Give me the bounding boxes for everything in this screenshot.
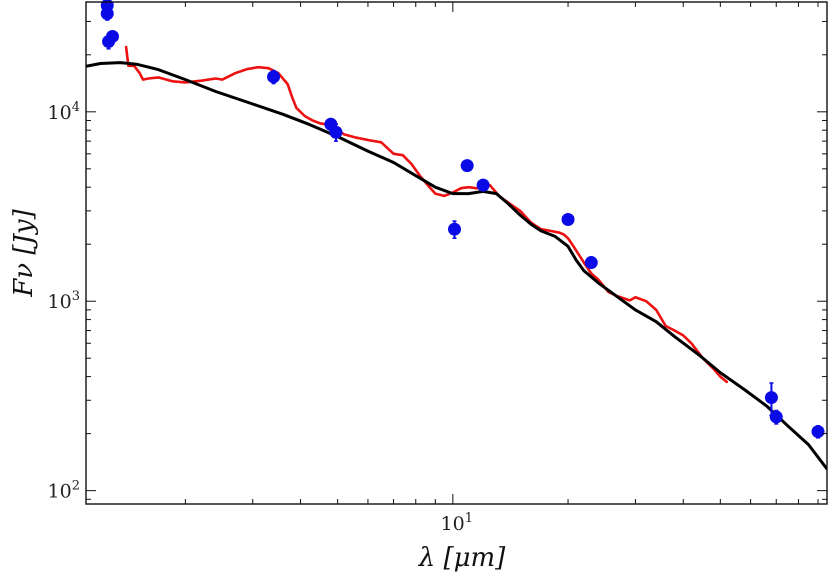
data-point-14	[811, 425, 825, 439]
y-axis-label: Fν [Jy]	[9, 208, 39, 297]
model-line	[86, 61, 827, 471]
ticks-layer: 101 102 103 104	[48, 2, 827, 535]
data-point-7	[447, 222, 461, 236]
y-tick-label-1: 103	[48, 289, 80, 313]
series-layer	[86, 45, 827, 471]
x-axis-label: λ [μm]	[418, 543, 506, 573]
y-tick-label-2: 104	[48, 100, 80, 124]
data-point-9	[476, 178, 490, 192]
spectrum-line	[124, 45, 729, 384]
points-layer	[100, 0, 825, 439]
data-point-6	[329, 125, 343, 139]
data-point-4	[267, 70, 281, 84]
data-point-13	[769, 410, 783, 424]
plot-frame	[85, 1, 828, 505]
x-tick-label-0: 101	[441, 511, 473, 535]
data-point-12	[764, 391, 778, 405]
data-point-1	[100, 7, 114, 21]
y-tick-label-0: 102	[48, 479, 80, 503]
data-point-11	[584, 256, 598, 270]
data-point-10	[561, 213, 575, 227]
data-point-3	[105, 29, 119, 43]
data-point-8	[460, 159, 474, 173]
